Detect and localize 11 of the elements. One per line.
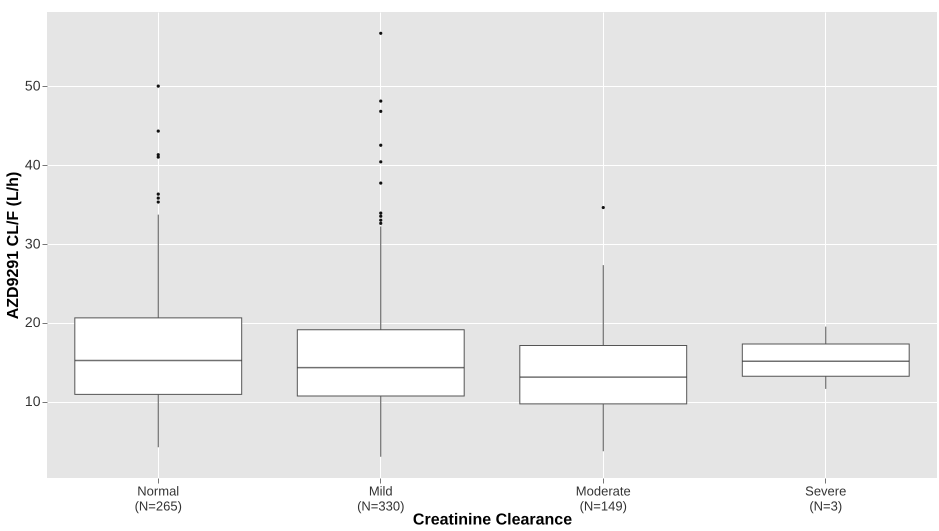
x-axis-title: Creatinine Clearance (412, 512, 572, 528)
x-tick-label: Severe (N=3) (805, 484, 846, 514)
y-tick-label: 40 (24, 156, 41, 172)
x-tick-label: Moderate (N=149) (576, 484, 631, 514)
y-axis-title: AZD9291 CL/F (L/h) (4, 172, 22, 320)
y-tick-label: 30 (24, 235, 41, 252)
x-tick-label: Normal (N=265) (134, 484, 182, 514)
y-tick-label: 10 (24, 393, 41, 410)
y-tick-label: 50 (24, 78, 41, 94)
y-tick-label: 20 (24, 314, 41, 330)
x-tick-label: Mild (N=330) (357, 484, 404, 514)
